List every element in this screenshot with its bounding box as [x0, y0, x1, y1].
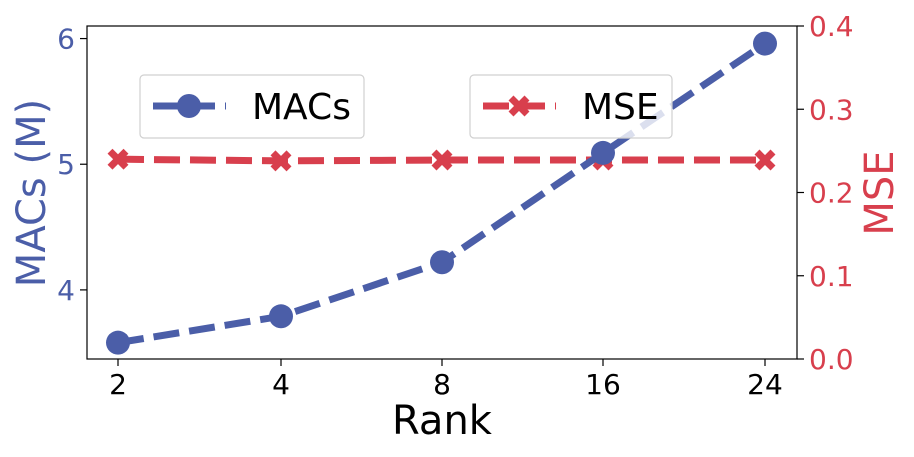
legend-layer: MACs MSE [139, 74, 673, 139]
y-left-tick-label: 4 [57, 274, 75, 307]
series-layer [106, 31, 777, 355]
legend-marker [508, 95, 530, 117]
mse-marker [431, 149, 453, 171]
x-tick-label: 4 [272, 368, 290, 401]
legend-box [469, 74, 673, 139]
x-tick-label: 8 [433, 368, 451, 401]
y-right-axis-label: MSE [857, 150, 903, 235]
mse-marker [107, 148, 129, 170]
macs-marker [430, 250, 454, 275]
mse-marker [270, 150, 292, 172]
macs-marker [753, 31, 777, 56]
y-right-tick-label: 0.4 [809, 10, 854, 43]
legend-mse: MSE [469, 74, 673, 139]
y-right-tick-label: 0.3 [809, 93, 854, 126]
y-left-tick-label: 5 [57, 148, 75, 181]
y-right-tick-label: 0.1 [809, 260, 854, 293]
legend-macs: MACs [139, 74, 365, 139]
legend-label: MSE [582, 87, 659, 128]
macs-marker [106, 330, 130, 355]
mse-marker [754, 149, 776, 171]
legend-box [139, 74, 365, 139]
x-tick-label: 16 [585, 368, 621, 401]
y-right-tick-label: 0.2 [809, 177, 854, 210]
x-tick-label: 2 [109, 368, 127, 401]
macs-marker [269, 304, 293, 329]
y-right-tick-label: 0.0 [809, 343, 854, 376]
legend-marker [177, 94, 201, 118]
macs-marker [591, 140, 615, 165]
x-axis-label: Rank [392, 398, 493, 444]
y-left-axis-label: MACs (M) [9, 99, 55, 287]
x-tick-label: 24 [747, 368, 783, 401]
y-left-tick-label: 6 [57, 23, 75, 56]
legend-label: MACs [252, 87, 351, 128]
